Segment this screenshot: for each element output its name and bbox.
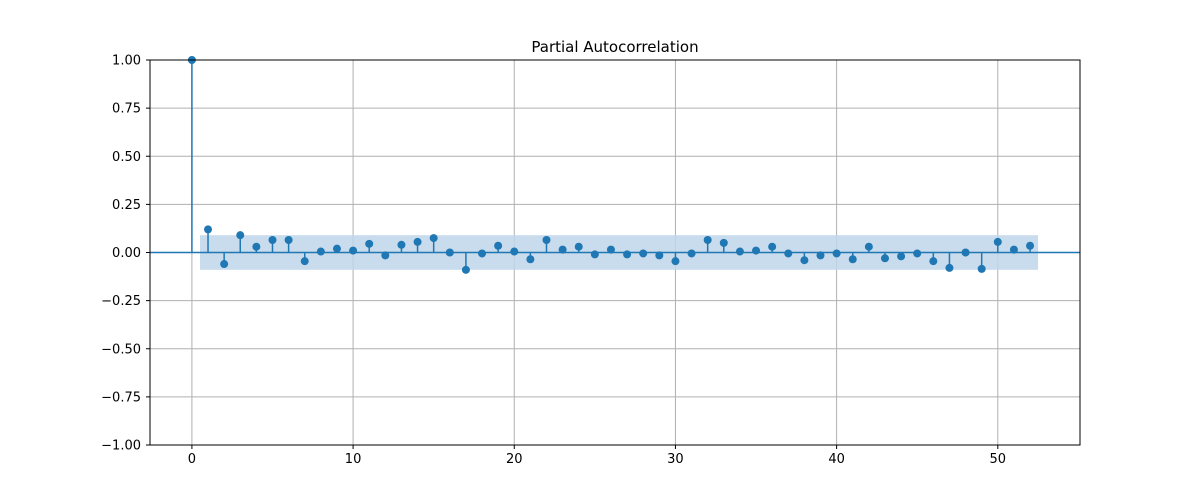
y-tick-label: −1.00 (101, 439, 141, 454)
stem-marker (784, 249, 793, 258)
stem-marker (752, 246, 761, 255)
stem-marker (478, 249, 487, 258)
stem-marker (655, 251, 664, 260)
y-tick-label: 0.75 (112, 102, 141, 117)
stem-marker (993, 237, 1002, 246)
stem-marker (1026, 241, 1035, 250)
stem-marker (445, 248, 454, 257)
stem-marker (864, 242, 873, 251)
stem-marker (236, 231, 245, 240)
stem-marker (332, 244, 341, 253)
stem-marker (204, 225, 213, 234)
stem-marker (268, 235, 277, 244)
stem-marker (768, 242, 777, 251)
stem-marker (671, 257, 680, 266)
stem-marker (800, 256, 809, 265)
stem-marker (735, 247, 744, 256)
chart-title: Partial Autocorrelation (531, 38, 698, 56)
stem-marker (929, 257, 938, 266)
stem-markers (187, 56, 1035, 274)
y-axis-ticks: −1.00 −0.75 −0.50 −0.25 0.00 0.25 0.50 0.75 1.00 (101, 54, 150, 454)
stem-marker (832, 249, 841, 258)
stem-marker (397, 240, 406, 249)
x-tick-label: 30 (667, 452, 684, 467)
stem-marker (1009, 245, 1018, 254)
stem-marker (429, 234, 438, 243)
stem-marker (961, 248, 970, 257)
stem-marker (252, 242, 261, 251)
y-tick-label: −0.50 (101, 342, 141, 357)
stem-marker (945, 263, 954, 272)
x-tick-label: 50 (990, 452, 1007, 467)
stem-marker (590, 250, 599, 259)
stem-marker (623, 250, 632, 259)
stem-marker (220, 260, 229, 269)
stem-marker (897, 252, 906, 261)
y-tick-label: 0.50 (112, 150, 141, 165)
y-tick-label: −0.75 (101, 390, 141, 405)
stem-marker (816, 251, 825, 260)
y-tick-label: 0.00 (112, 246, 141, 261)
stem-marker (848, 255, 857, 264)
stem-marker (639, 249, 648, 258)
stem-marker (558, 245, 567, 254)
stem-marker (719, 238, 728, 247)
stem-marker (365, 239, 374, 248)
x-tick-label: 10 (345, 452, 362, 467)
stem-marker (300, 257, 309, 266)
stem-marker (574, 242, 583, 251)
x-tick-label: 40 (828, 452, 845, 467)
x-axis-ticks: 0 10 20 30 40 50 (188, 445, 1006, 467)
x-tick-label: 20 (506, 452, 523, 467)
x-tick-label: 0 (188, 452, 196, 467)
y-tick-label: 1.00 (112, 54, 141, 69)
stem-marker (381, 251, 390, 260)
stem-marker (913, 249, 922, 258)
stem-marker (526, 255, 535, 264)
stem-marker (687, 249, 696, 258)
y-tick-label: 0.25 (112, 198, 141, 213)
stem-marker (703, 235, 712, 244)
y-tick-label: −0.25 (101, 294, 141, 309)
stem-marker (880, 254, 889, 263)
stem-marker (316, 247, 325, 256)
stem-marker (284, 235, 293, 244)
stem-marker (413, 237, 422, 246)
stem-marker (510, 247, 519, 256)
stem-marker (494, 241, 503, 250)
stem-marker (349, 246, 358, 255)
stem-marker (461, 265, 470, 274)
stem-marker (606, 245, 615, 254)
stem-marker (977, 264, 986, 273)
stem-marker (542, 235, 551, 244)
